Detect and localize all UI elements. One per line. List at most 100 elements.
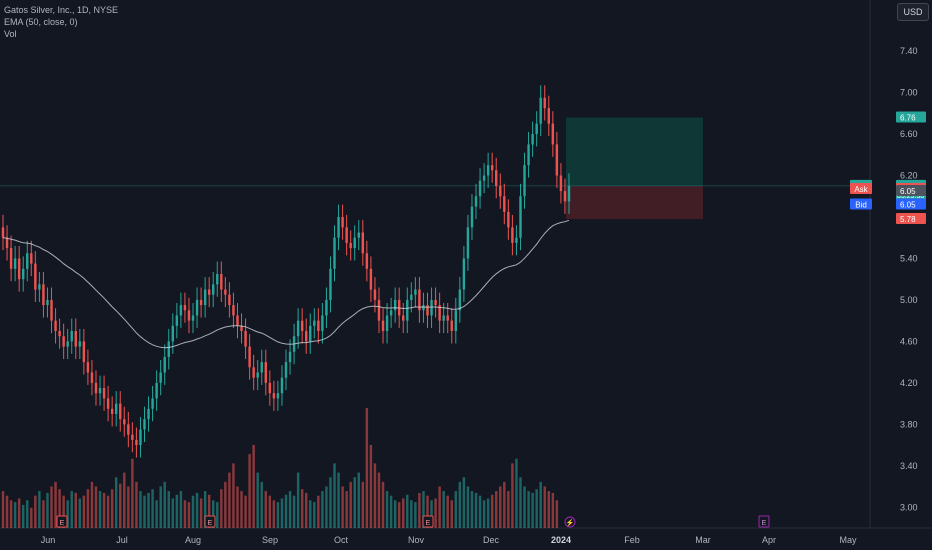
volume-bar <box>244 495 247 528</box>
candle-body <box>280 377 284 394</box>
x-tick-label: 2024 <box>551 535 571 545</box>
volume-bar <box>393 500 397 528</box>
x-tick-label: Jul <box>116 535 128 545</box>
candle-body <box>244 331 247 347</box>
volume-bar <box>252 444 255 528</box>
candle-body <box>212 284 215 295</box>
candle-body <box>260 362 263 373</box>
candle-body <box>329 268 332 300</box>
volume-bar <box>531 492 534 528</box>
y-tick-label: 4.20 <box>900 378 918 388</box>
volume-bar <box>462 477 466 528</box>
candle-body <box>58 331 61 337</box>
candle-body <box>26 253 29 269</box>
volume-bar <box>135 481 138 528</box>
volume-bar <box>26 500 29 528</box>
price-label-box <box>896 185 926 197</box>
volume-bar <box>203 491 207 528</box>
candle-body <box>490 165 494 171</box>
volume-bar <box>175 494 179 528</box>
volume-bar <box>155 500 158 528</box>
candle-body <box>42 284 45 306</box>
candle-body <box>406 299 409 321</box>
volume-bar <box>490 494 494 528</box>
volume-bar <box>305 492 308 528</box>
volume-bar <box>167 491 170 528</box>
ema-indicator-label[interactable]: EMA (50, close, 0) <box>4 17 78 27</box>
volume-bar <box>329 477 332 528</box>
volume-bar <box>406 494 409 528</box>
volume-bar <box>353 477 356 528</box>
candle-body <box>482 175 486 181</box>
volume-bar <box>127 486 130 528</box>
volume-bar <box>414 502 417 528</box>
candle-body <box>426 305 429 316</box>
candle-body <box>345 227 348 243</box>
x-tick-label: Feb <box>624 535 640 545</box>
candle-body <box>179 305 183 316</box>
volume-bar <box>535 489 538 528</box>
candle-body <box>515 237 518 243</box>
candle-body <box>442 315 445 321</box>
candle-body <box>86 362 90 373</box>
candle-body <box>5 237 9 249</box>
volume-bar <box>17 498 21 528</box>
volume-bar <box>224 481 227 528</box>
candle-body <box>296 320 300 337</box>
x-tick-label: Oct <box>334 535 349 545</box>
candle-body <box>478 180 482 197</box>
volume-bar <box>446 495 449 528</box>
volume-bar <box>151 489 154 528</box>
candle-body <box>252 367 255 378</box>
y-tick-label: 3.80 <box>900 419 918 429</box>
candle-body <box>486 165 490 176</box>
y-tick-label: 5.40 <box>900 253 918 263</box>
volume-bar <box>373 463 377 528</box>
volume-bar <box>86 489 90 528</box>
candle-body <box>284 362 288 378</box>
volume-bar <box>519 477 522 528</box>
candle-body <box>333 237 336 269</box>
candle-body <box>462 258 466 290</box>
candle-body <box>300 320 304 332</box>
volume-bar <box>42 500 45 528</box>
volume-bar <box>268 495 272 528</box>
candle-body <box>54 320 57 332</box>
candle-body <box>175 315 179 326</box>
volume-bar <box>511 463 514 528</box>
currency-button[interactable]: USD <box>897 3 929 21</box>
candle-body <box>410 294 413 300</box>
candle-body <box>264 362 267 383</box>
volume-bar <box>478 495 482 528</box>
candle-body <box>539 97 542 124</box>
loss-zone <box>566 185 703 220</box>
volume-bar <box>34 495 37 528</box>
x-tick-label: Dec <box>483 535 500 545</box>
volume-bar <box>361 481 365 528</box>
volume-bar <box>389 495 393 528</box>
candle-body <box>503 196 506 212</box>
volume-bar <box>139 491 142 528</box>
candle-body <box>418 289 421 311</box>
volume-bar <box>147 492 150 528</box>
candle-body <box>90 372 94 383</box>
volume-bar <box>333 463 336 528</box>
volume-bar <box>9 500 13 528</box>
volume-bar <box>466 486 470 528</box>
volume-bar <box>248 454 251 528</box>
candle-body <box>454 310 458 332</box>
candle-body <box>171 325 175 342</box>
volume-indicator-label[interactable]: Vol <box>4 29 17 39</box>
candle-body <box>66 341 69 347</box>
candle-body <box>191 315 195 321</box>
candle-body <box>167 341 170 357</box>
volume-bar <box>482 500 486 528</box>
volume-bar <box>110 489 114 528</box>
volume-bar <box>119 483 122 528</box>
volume-bar <box>292 495 296 528</box>
candle-body <box>9 248 13 269</box>
candle-body <box>102 388 106 399</box>
candle-body <box>199 299 203 306</box>
volume-bar <box>94 486 98 528</box>
